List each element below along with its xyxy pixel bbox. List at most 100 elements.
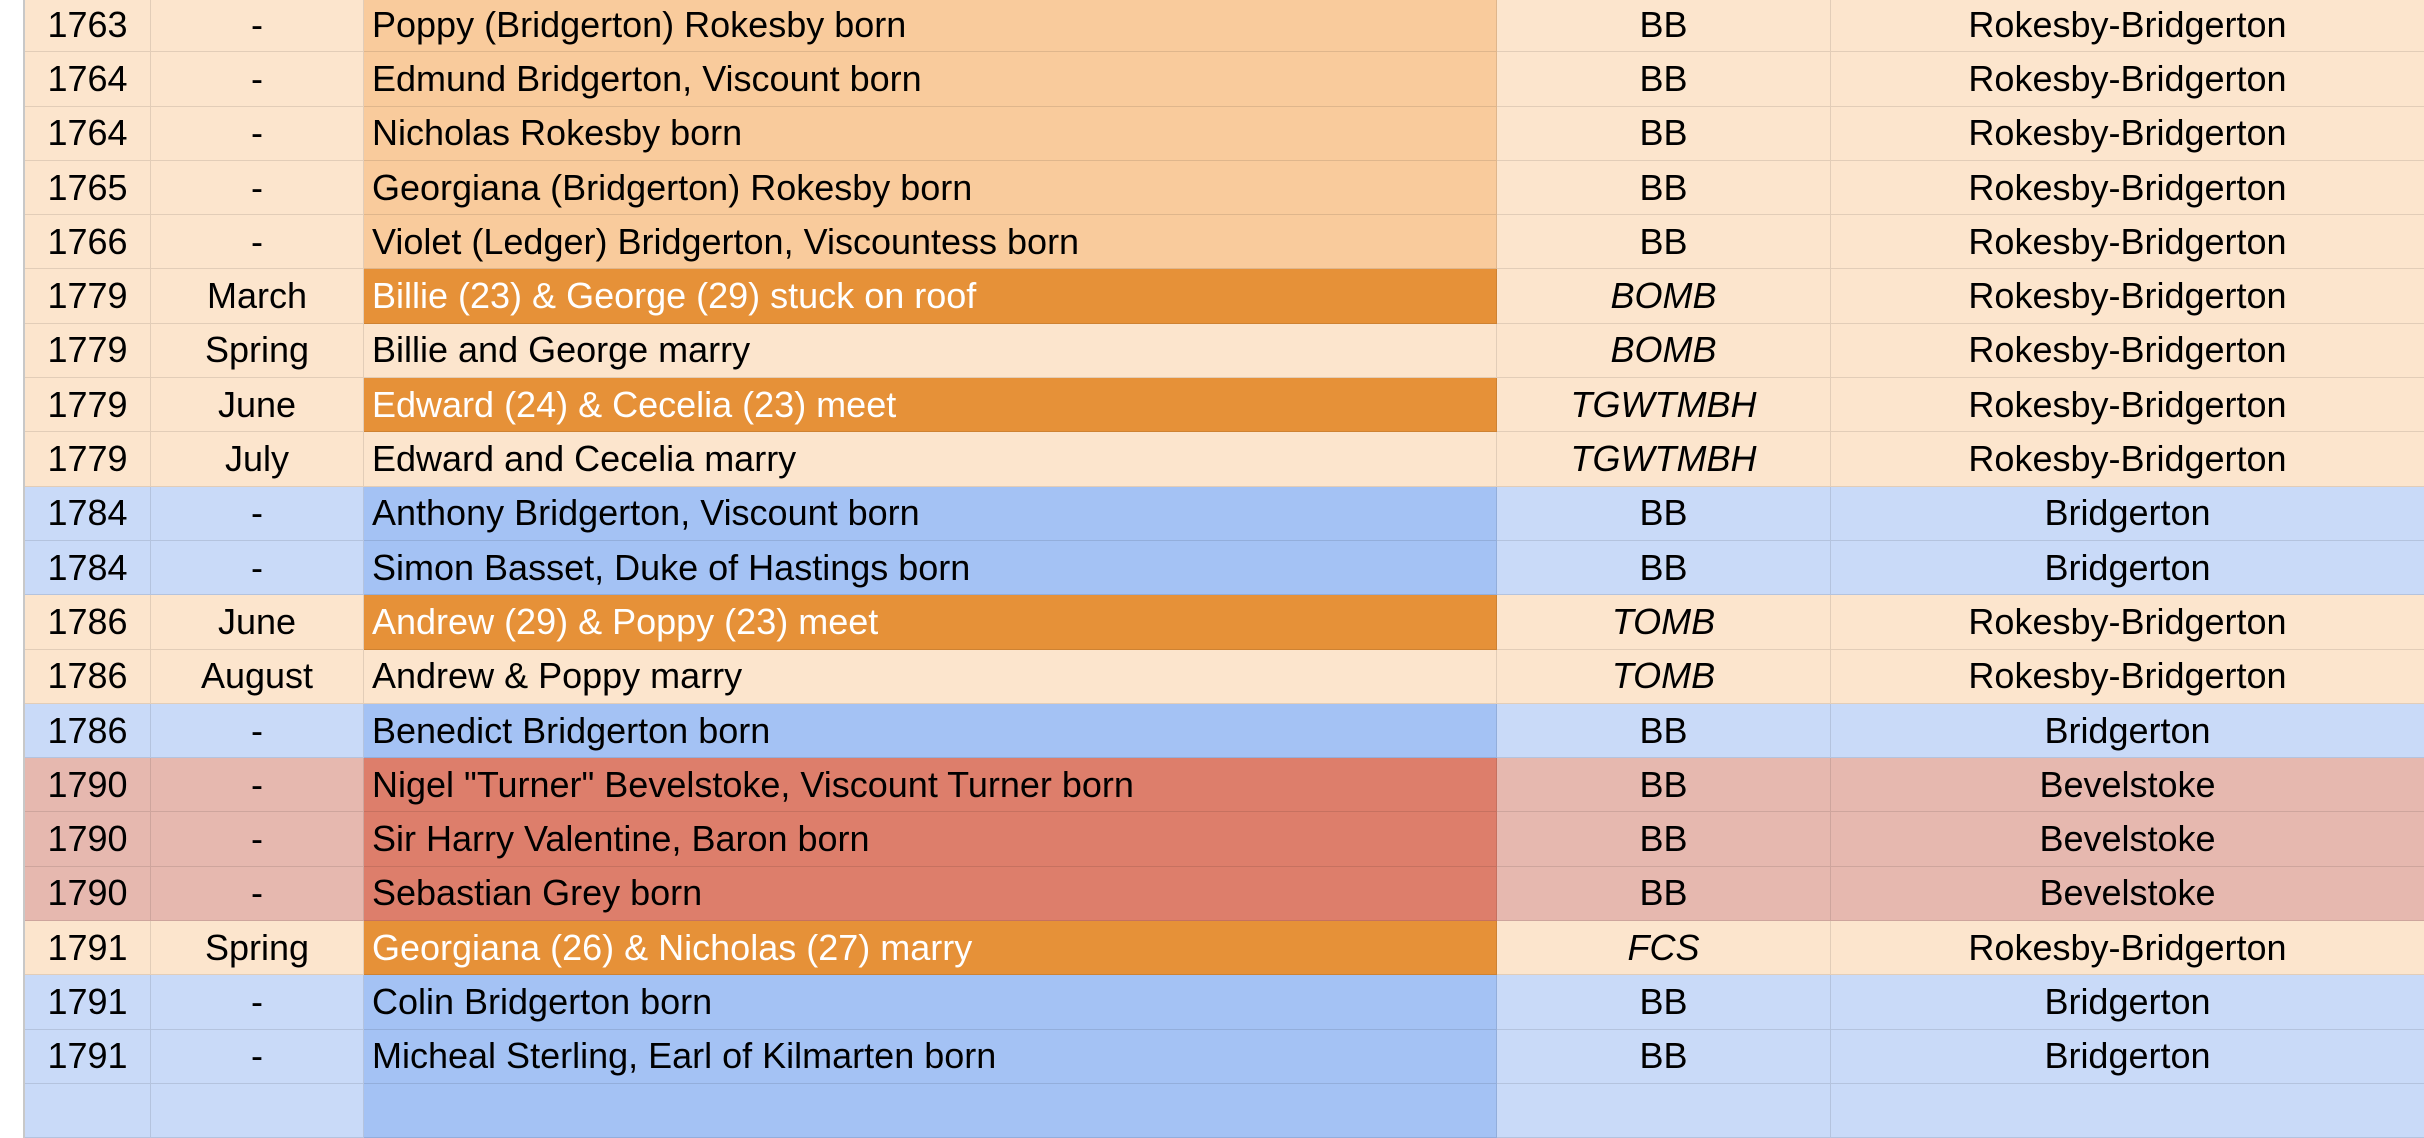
year-cell[interactable]: 1766 xyxy=(25,215,151,270)
month-cell[interactable]: July xyxy=(151,432,364,487)
event-cell[interactable]: Billie (23) & George (29) stuck on roof xyxy=(364,269,1497,324)
event-cell[interactable]: Edmund Bridgerton, Viscount born xyxy=(364,52,1497,107)
month-cell[interactable]: Spring xyxy=(151,921,364,976)
family-cell[interactable]: Bevelstoke xyxy=(1831,758,2424,813)
event-cell[interactable]: Simon Basset, Duke of Hastings born xyxy=(364,540,1497,596)
family-cell[interactable]: Rokesby-Bridgerton xyxy=(1831,269,2424,324)
year-cell[interactable]: 1779 xyxy=(25,269,151,324)
month-cell[interactable]: - xyxy=(151,52,364,107)
family-cell[interactable] xyxy=(1831,1083,2424,1138)
year-cell[interactable]: 1790 xyxy=(25,866,151,922)
month-cell[interactable]: - xyxy=(151,486,364,541)
source-cell[interactable]: BB xyxy=(1497,540,1831,596)
source-cell[interactable] xyxy=(1497,1083,1831,1138)
source-cell[interactable]: TGWTMBH xyxy=(1497,432,1831,487)
source-cell[interactable]: BB xyxy=(1497,215,1831,270)
event-cell[interactable]: Nigel "Turner" Bevelstoke, Viscount Turn… xyxy=(364,758,1497,813)
year-cell[interactable]: 1786 xyxy=(25,649,151,704)
month-cell[interactable]: - xyxy=(151,106,364,161)
event-cell[interactable]: Colin Bridgerton born xyxy=(364,975,1497,1030)
month-cell[interactable]: - xyxy=(151,1029,364,1084)
family-cell[interactable]: Rokesby-Bridgerton xyxy=(1831,215,2424,270)
event-cell[interactable]: Sebastian Grey born xyxy=(364,866,1497,922)
family-cell[interactable]: Rokesby-Bridgerton xyxy=(1831,432,2424,487)
month-cell[interactable]: - xyxy=(151,703,364,759)
family-cell[interactable]: Bridgerton xyxy=(1831,540,2424,596)
source-cell[interactable]: BB xyxy=(1497,812,1831,867)
month-cell[interactable] xyxy=(151,1083,364,1138)
event-cell[interactable]: Billie and George marry xyxy=(364,323,1497,379)
month-cell[interactable]: June xyxy=(151,595,364,650)
month-cell[interactable]: March xyxy=(151,269,364,324)
source-cell[interactable]: TOMB xyxy=(1497,649,1831,704)
family-cell[interactable]: Bevelstoke xyxy=(1831,866,2424,922)
family-cell[interactable]: Rokesby-Bridgerton xyxy=(1831,106,2424,161)
family-cell[interactable]: Rokesby-Bridgerton xyxy=(1831,0,2424,53)
month-cell[interactable]: - xyxy=(151,866,364,922)
month-cell[interactable]: June xyxy=(151,378,364,433)
family-cell[interactable]: Rokesby-Bridgerton xyxy=(1831,649,2424,704)
year-cell[interactable]: 1784 xyxy=(25,486,151,541)
year-cell[interactable]: 1779 xyxy=(25,378,151,433)
source-cell[interactable]: BB xyxy=(1497,1029,1831,1084)
month-cell[interactable]: - xyxy=(151,0,364,53)
source-cell[interactable]: BB xyxy=(1497,703,1831,759)
year-cell[interactable] xyxy=(25,1083,151,1138)
year-cell[interactable]: 1763 xyxy=(25,0,151,53)
event-cell[interactable]: Anthony Bridgerton, Viscount born xyxy=(364,486,1497,541)
year-cell[interactable]: 1786 xyxy=(25,595,151,650)
month-cell[interactable]: August xyxy=(151,649,364,704)
event-cell[interactable]: Poppy (Bridgerton) Rokesby born xyxy=(364,0,1497,53)
event-cell[interactable]: Andrew & Poppy marry xyxy=(364,649,1497,704)
family-cell[interactable]: Bridgerton xyxy=(1831,1029,2424,1084)
year-cell[interactable]: 1786 xyxy=(25,703,151,759)
year-cell[interactable]: 1779 xyxy=(25,432,151,487)
month-cell[interactable]: Spring xyxy=(151,323,364,379)
year-cell[interactable]: 1779 xyxy=(25,323,151,379)
source-cell[interactable]: BB xyxy=(1497,52,1831,107)
family-cell[interactable]: Rokesby-Bridgerton xyxy=(1831,52,2424,107)
year-cell[interactable]: 1790 xyxy=(25,758,151,813)
month-cell[interactable]: - xyxy=(151,812,364,867)
family-cell[interactable]: Rokesby-Bridgerton xyxy=(1831,921,2424,976)
month-cell[interactable]: - xyxy=(151,975,364,1030)
family-cell[interactable]: Rokesby-Bridgerton xyxy=(1831,323,2424,379)
family-cell[interactable]: Bridgerton xyxy=(1831,975,2424,1030)
year-cell[interactable]: 1764 xyxy=(25,106,151,161)
family-cell[interactable]: Bevelstoke xyxy=(1831,812,2424,867)
source-cell[interactable]: BB xyxy=(1497,0,1831,53)
event-cell[interactable]: Nicholas Rokesby born xyxy=(364,106,1497,161)
source-cell[interactable]: BB xyxy=(1497,486,1831,541)
event-cell[interactable]: Georgiana (26) & Nicholas (27) marry xyxy=(364,921,1497,976)
family-cell[interactable]: Rokesby-Bridgerton xyxy=(1831,595,2424,650)
source-cell[interactable]: FCS xyxy=(1497,921,1831,976)
month-cell[interactable]: - xyxy=(151,160,364,216)
event-cell[interactable]: Violet (Ledger) Bridgerton, Viscountess … xyxy=(364,215,1497,270)
source-cell[interactable]: BB xyxy=(1497,866,1831,922)
source-cell[interactable]: BB xyxy=(1497,160,1831,216)
family-cell[interactable]: Bridgerton xyxy=(1831,703,2424,759)
year-cell[interactable]: 1784 xyxy=(25,540,151,596)
family-cell[interactable]: Rokesby-Bridgerton xyxy=(1831,378,2424,433)
year-cell[interactable]: 1790 xyxy=(25,812,151,867)
event-cell[interactable]: Georgiana (Bridgerton) Rokesby born xyxy=(364,160,1497,216)
source-cell[interactable]: BB xyxy=(1497,975,1831,1030)
year-cell[interactable]: 1764 xyxy=(25,52,151,107)
event-cell[interactable]: Andrew (29) & Poppy (23) meet xyxy=(364,595,1497,650)
year-cell[interactable]: 1765 xyxy=(25,160,151,216)
year-cell[interactable]: 1791 xyxy=(25,921,151,976)
month-cell[interactable]: - xyxy=(151,758,364,813)
month-cell[interactable]: - xyxy=(151,215,364,270)
source-cell[interactable]: TGWTMBH xyxy=(1497,378,1831,433)
family-cell[interactable]: Rokesby-Bridgerton xyxy=(1831,160,2424,216)
event-cell[interactable]: Edward (24) & Cecelia (23) meet xyxy=(364,378,1497,433)
event-cell[interactable]: Benedict Bridgerton born xyxy=(364,703,1497,759)
family-cell[interactable]: Bridgerton xyxy=(1831,486,2424,541)
month-cell[interactable]: - xyxy=(151,540,364,596)
source-cell[interactable]: BB xyxy=(1497,758,1831,813)
event-cell[interactable]: Edward and Cecelia marry xyxy=(364,432,1497,487)
source-cell[interactable]: BOMB xyxy=(1497,323,1831,379)
event-cell[interactable]: Micheal Sterling, Earl of Kilmarten born xyxy=(364,1029,1497,1084)
event-cell[interactable] xyxy=(364,1083,1497,1138)
year-cell[interactable]: 1791 xyxy=(25,975,151,1030)
